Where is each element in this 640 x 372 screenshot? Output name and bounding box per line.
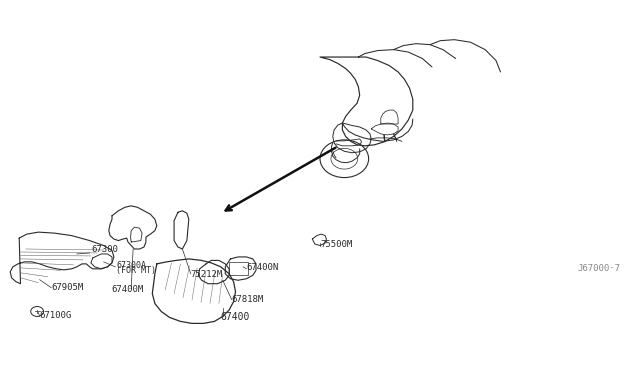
Text: 67400N: 67400N — [246, 263, 278, 272]
Text: 67818M: 67818M — [232, 295, 264, 304]
Text: 67905M: 67905M — [51, 283, 83, 292]
Text: (FOR MT): (FOR MT) — [116, 266, 156, 275]
Text: 75500M: 75500M — [320, 240, 352, 249]
Text: 67100G: 67100G — [40, 311, 72, 320]
Text: 67300A: 67300A — [116, 261, 147, 270]
Text: 67300: 67300 — [91, 245, 118, 254]
Text: J67000·7: J67000·7 — [578, 264, 621, 273]
Text: 67400M: 67400M — [112, 285, 144, 294]
Text: 75212M: 75212M — [191, 270, 223, 279]
Text: 67400: 67400 — [221, 312, 250, 322]
